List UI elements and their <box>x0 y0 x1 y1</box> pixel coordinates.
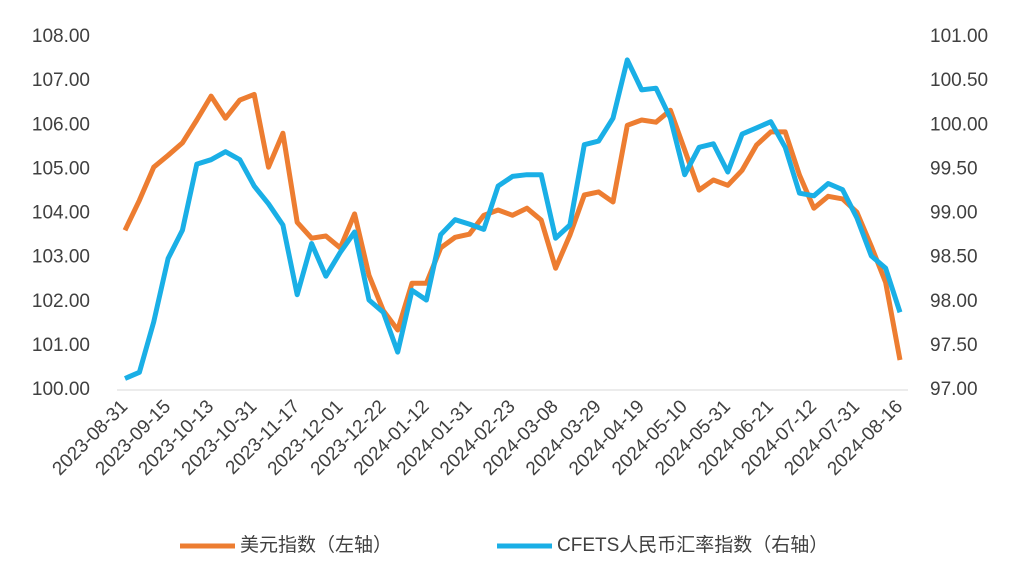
y-tick-label: 102.00 <box>32 291 90 312</box>
y2-tick-label: 100.00 <box>930 114 988 135</box>
y-tick-label: 106.00 <box>32 114 90 135</box>
y2-tick-label: 98.00 <box>930 291 978 312</box>
legend-label: 美元指数（左轴） <box>240 534 392 556</box>
y2-tick-label: 97.00 <box>930 379 978 400</box>
y-tick-label: 105.00 <box>32 158 90 179</box>
y2-tick-label: 99.00 <box>930 203 978 224</box>
legend-label: CFETS人民币汇率指数（右轴） <box>557 534 828 556</box>
y-tick-label: 103.00 <box>32 247 90 268</box>
series-line <box>124 57 903 381</box>
series-line <box>122 91 903 361</box>
y2-tick-label: 99.50 <box>930 158 978 179</box>
y-tick-label: 101.00 <box>32 335 90 356</box>
y-tick-label: 100.00 <box>32 379 90 400</box>
y2-tick-label: 101.00 <box>930 26 988 47</box>
y-tick-label: 104.00 <box>32 203 90 224</box>
y2-tick-label: 98.50 <box>930 247 978 268</box>
y2-tick-label: 97.50 <box>930 335 978 356</box>
y2-tick-label: 100.50 <box>930 70 988 91</box>
y-tick-label: 108.00 <box>32 26 90 47</box>
y-tick-label: 107.00 <box>32 70 90 91</box>
